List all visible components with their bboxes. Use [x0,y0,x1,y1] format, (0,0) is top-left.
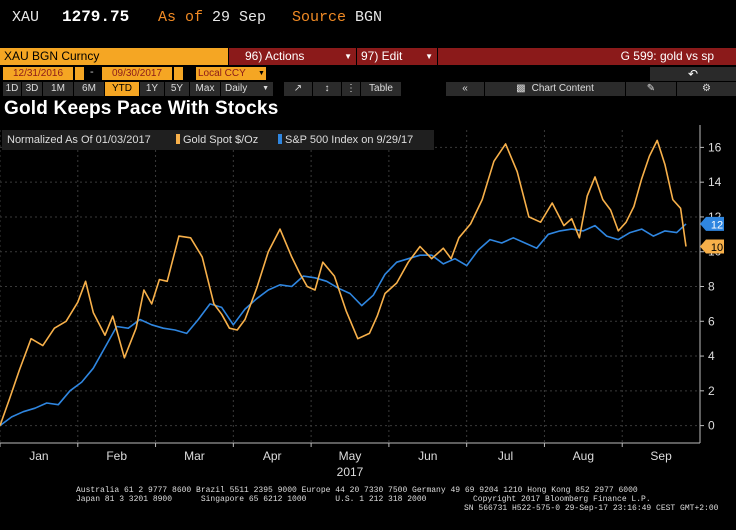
legend-gold-label: Gold Spot $/Oz [183,134,259,146]
currency-label: Local CCY [198,68,246,79]
line-chart-tool[interactable]: ↗ [284,82,312,96]
line-chart-icon: ↗ [293,83,303,94]
y-tick-label: 0 [708,419,715,433]
chart-legend: Normalized As Of 01/03/2017 Gold Spot $/… [2,130,434,150]
last-value-marker [700,216,724,231]
legend-gold-swatch [176,134,180,144]
legend-sp-label: S&P 500 Index on 9/29/17 [285,134,414,146]
as-of-date: 29 Sep [212,9,267,26]
actions-label: 96) Actions [245,49,305,63]
last-value-marker [700,239,724,254]
x-tick-label: May [339,449,362,463]
series-lines [0,139,687,427]
last-value-labels: 12 10 [700,216,724,254]
end-date-input[interactable]: 09/30/2017 [102,67,172,80]
x-tick-label: Feb [106,449,127,463]
last-value-tag: 10 [700,239,724,254]
collapse-button[interactable]: « [446,82,484,96]
gold-spot-series-line [0,139,687,426]
chevron-down-icon: ▼ [262,85,269,92]
source-value: BGN [355,9,383,26]
as-of-label: As of 29 Sep [158,9,266,26]
period-max[interactable]: Max [190,82,220,96]
footer-contacts-2: Japan 81 3 3201 8900 Singapore 65 6212 1… [76,495,427,504]
undo-arrow-icon: ↶ [687,67,699,81]
chart-content-label: Chart Content [531,83,594,94]
period-5y[interactable]: 5Y [165,82,189,96]
x-tick-label: Aug [573,449,594,463]
y-tick-label: 2 [708,384,715,398]
edit-menu[interactable]: 97) Edit ▼ [357,48,437,65]
table-label: Table [369,83,393,94]
end-date-picker[interactable] [174,67,183,80]
back-button[interactable]: ↶ [650,67,736,81]
edit-label: 97) Edit [361,49,403,63]
period-1m[interactable]: 1M [43,82,73,96]
sp500-series-line [0,223,687,427]
period-3d[interactable]: 3D [22,82,42,96]
settings-button[interactable]: ⚙ [677,82,736,96]
period-6m[interactable]: 6M [74,82,104,96]
last-price: 1279.75 [62,8,130,26]
period-ytd[interactable]: YTD [105,82,139,96]
x-tick-label: Jun [418,449,437,463]
chevron-down-icon: ▼ [257,67,266,80]
y-tick-label: 16 [708,140,722,154]
y-tick-label: 4 [708,349,715,363]
legend-sp-swatch [278,134,282,144]
graph-id-label: G 599: gold vs sp [620,49,714,63]
x-axis-year-label: 2017 [337,465,364,479]
caret-down-icon: ▼ [425,52,433,61]
table-button[interactable]: Table [361,82,401,96]
y-tick-label: 14 [708,175,722,189]
x-tick-label: Jul [498,449,513,463]
source-text: Source [292,9,347,26]
footer-serial: SN 566731 H522-575-0 29-Sep-17 23:16:49 … [464,504,719,513]
last-value-label: 10 [711,242,723,254]
source-label: Source BGN [292,9,382,26]
more-tools-icon: ⋮ [346,83,356,94]
start-date-input[interactable]: 12/31/2016 [3,67,73,80]
period-1y[interactable]: 1Y [140,82,164,96]
footer-copyright: Copyright 2017 Bloomberg Finance L.P. [473,495,651,504]
frequency-select[interactable]: Daily ▼ [221,82,273,96]
security-field[interactable]: XAU BGN Curncy [0,48,228,65]
ticker-symbol: XAU [12,9,40,26]
y-tick-label: 8 [708,280,715,294]
more-tools[interactable]: ⋮ [342,82,360,96]
chart-content-icon: ▩ [516,83,526,94]
x-tick-label: Mar [184,449,205,463]
legend-normalized: Normalized As Of 01/03/2017 [7,134,151,146]
pencil-icon: ✎ [646,83,656,94]
x-tick-label: Jan [29,449,48,463]
frequency-label: Daily [225,83,248,94]
annotation-icon: ↕ [324,83,330,94]
last-value-tag: 12 [700,216,724,231]
date-range-dash: - [90,66,94,78]
currency-select[interactable]: Local CCY ▼ [196,67,266,80]
as-of-text: As of [158,9,204,26]
quote-header: XAU 1279.75 As of 29 Sep Source BGN [0,0,736,46]
double-chevron-left-icon: « [462,83,468,94]
graph-id-field[interactable]: G 599: gold vs sp [438,48,736,65]
annotation-tool[interactable]: ↕ [313,82,341,96]
y-axis: 0 2 4 6 8 10 12 14 16 [699,125,722,443]
footer-contacts-1: Australia 61 2 9777 8600 Brazil 5511 239… [76,486,638,495]
x-tick-label: Sep [650,449,672,463]
start-date-picker[interactable] [75,67,84,80]
chart-title: Gold Keeps Pace With Stocks [4,98,279,119]
chart-content-button[interactable]: ▩ Chart Content [485,82,625,96]
x-axis: Jan Feb Mar Apr May Jun Jul Aug Sep 2017 [0,442,700,479]
edit-annotation-button[interactable]: ✎ [626,82,676,96]
last-value-label: 12 [711,219,723,231]
period-1d[interactable]: 1D [3,82,21,96]
caret-down-icon: ▼ [344,52,352,61]
actions-menu[interactable]: 96) Actions ▼ [229,48,356,65]
x-tick-label: Apr [263,449,282,463]
gear-icon: ⚙ [702,83,711,94]
y-tick-label: 6 [708,314,715,328]
legend-sp: S&P 500 Index on 9/29/17 [278,130,413,150]
legend-gold: Gold Spot $/Oz [176,130,258,150]
